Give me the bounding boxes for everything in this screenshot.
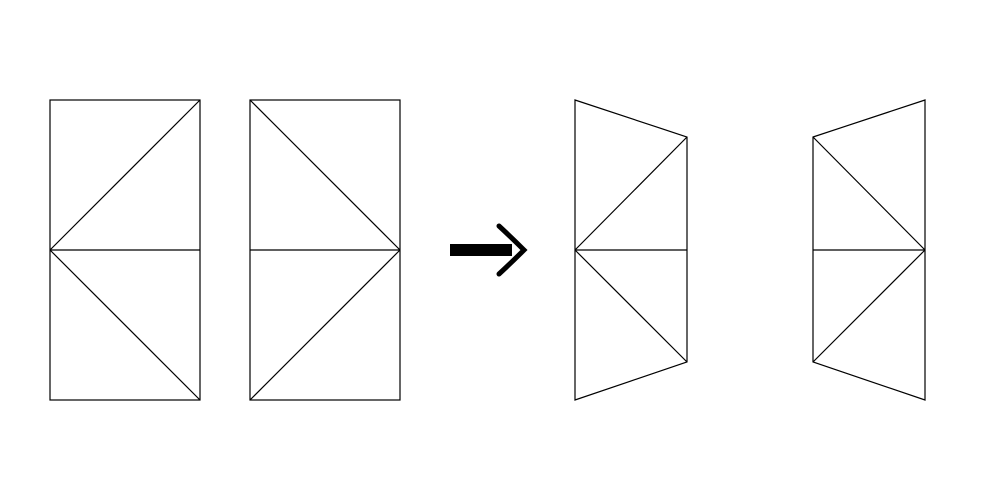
diagonal-upper bbox=[249, 99, 401, 251]
diagonal-lower bbox=[249, 249, 401, 401]
diagonal-lower bbox=[49, 249, 201, 401]
diagonal-lower bbox=[812, 249, 926, 363]
diagonal-upper bbox=[574, 136, 688, 251]
arrow-shaft bbox=[450, 244, 512, 256]
panel-outline bbox=[812, 99, 926, 401]
right-trapezoid-panel bbox=[812, 99, 926, 401]
right-rectangle-panel bbox=[249, 99, 401, 401]
diagonal-upper bbox=[49, 99, 201, 251]
arrow-head bbox=[496, 223, 528, 277]
left-trapezoid-panel bbox=[574, 99, 688, 401]
diagonal-upper bbox=[812, 136, 926, 251]
left-rectangle-panel bbox=[49, 99, 201, 401]
right-arrow-icon bbox=[450, 223, 528, 277]
diagonal-lower bbox=[574, 249, 688, 363]
